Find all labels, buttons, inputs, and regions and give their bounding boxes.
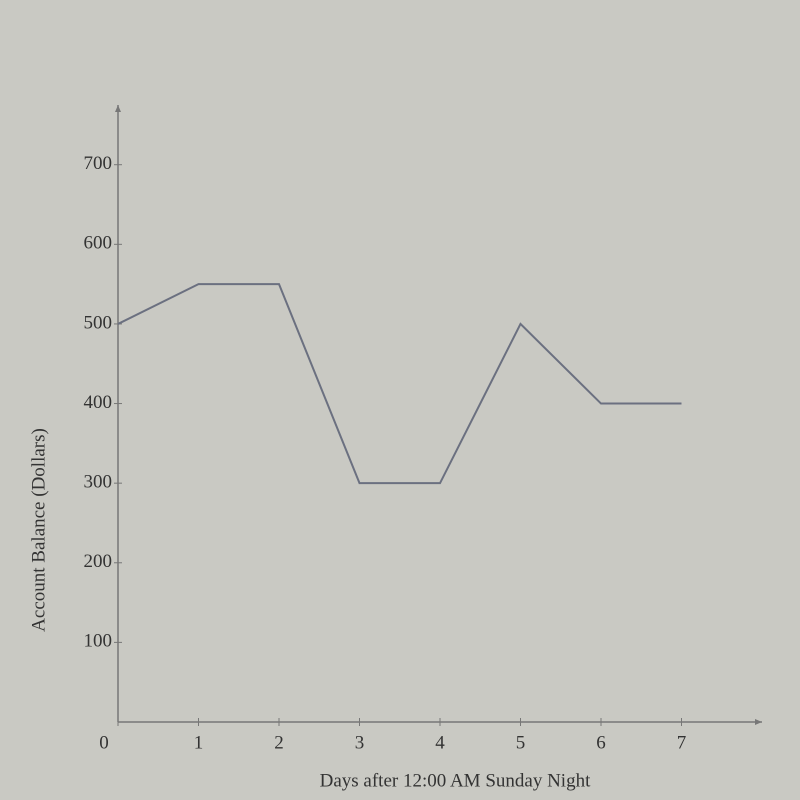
data-line [117,283,682,485]
y-tick-label: 200 [84,551,113,572]
y-tick-label: 600 [84,233,113,254]
x-tick-label: 2 [274,732,284,753]
y-tick-label: 100 [84,631,113,652]
x-tick-label: 5 [516,732,526,753]
x-axis-arrow [755,719,762,725]
y-axis-arrow [115,105,121,112]
y-axis-label: Account Balance (Dollars) [28,428,49,632]
x-tick-label: 0 [99,732,109,753]
x-tick-label: 3 [355,732,365,753]
x-tick-label: 6 [596,732,606,753]
y-tick-label: 300 [84,472,113,493]
x-axis-label: Days after 12:00 AM Sunday Night [320,770,591,791]
y-tick-label: 400 [84,392,113,413]
x-tick-label: 4 [435,732,445,753]
y-tick-label: 700 [84,153,113,174]
x-tick-label: 7 [677,732,687,753]
y-tick-label: 500 [84,312,113,333]
x-tick-label: 1 [194,732,204,753]
